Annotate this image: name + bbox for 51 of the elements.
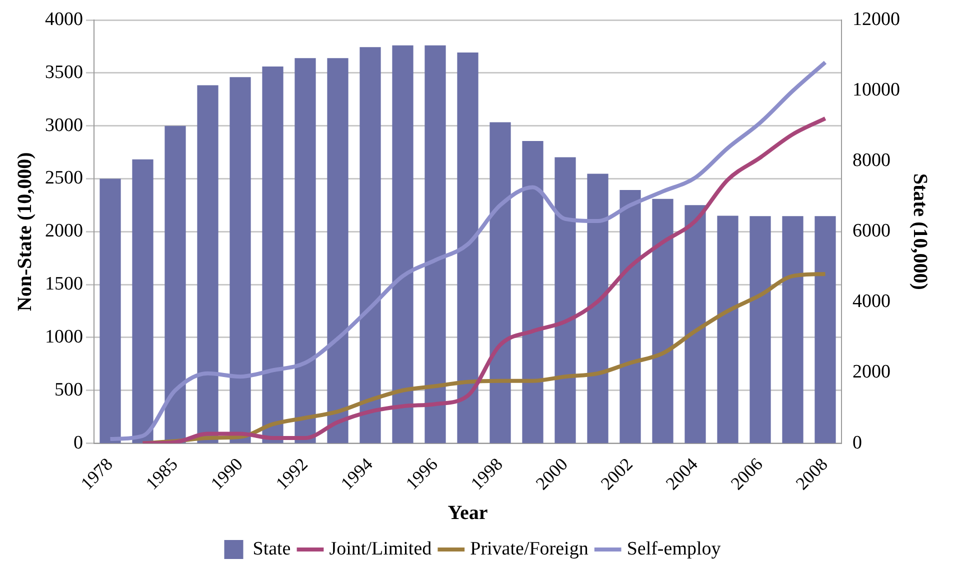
x-axis-title: Year [448, 502, 488, 524]
y-tick-label: 2500 [45, 168, 83, 189]
y-axis-title: Non-State (10,000) [14, 152, 36, 312]
x-tick-label: 1992 [272, 454, 312, 494]
y-tick-label: 1500 [45, 274, 83, 295]
bar [360, 47, 381, 444]
line-series [140, 272, 828, 444]
bar [490, 122, 511, 444]
bar [164, 126, 186, 444]
legend-label: State [252, 538, 291, 560]
y-tick-label: 0 [74, 432, 83, 454]
bar [717, 216, 738, 444]
y-tick-label: 1000 [45, 326, 83, 348]
line-series [108, 60, 828, 442]
legend-label: Joint/Limited [329, 538, 432, 560]
y-tick-label: 500 [54, 379, 83, 400]
y-tick-label: 2000 [45, 220, 83, 242]
legend-label: Self-employ [626, 538, 722, 560]
bar [132, 159, 154, 444]
y2-tick-label: 8000 [852, 150, 890, 172]
bar [684, 205, 706, 444]
bar [750, 216, 771, 444]
y-tick-label: 4000 [45, 8, 83, 30]
y-tick-label: 3500 [45, 62, 83, 83]
y2-tick-label: 6000 [852, 220, 890, 242]
bar [620, 190, 641, 444]
bar [294, 58, 316, 444]
y-tick-label: 3000 [45, 114, 83, 136]
bar [457, 52, 478, 444]
bar [262, 66, 284, 444]
bar [230, 77, 251, 444]
bar [652, 198, 674, 444]
bar [392, 45, 414, 444]
y2-axis-title: State (10,000) [908, 173, 931, 290]
bar [100, 178, 121, 444]
y2-tick-label: 4000 [852, 291, 890, 312]
bar [522, 140, 544, 444]
bar [587, 174, 608, 444]
y2-tick-label: 10000 [852, 80, 900, 101]
y2-tick-label: 12000 [852, 8, 900, 30]
bar [814, 216, 836, 444]
legend-label: Private/Foreign [470, 538, 589, 560]
x-tick-label: 1990 [206, 454, 246, 494]
bar [782, 216, 804, 444]
y2-tick-label: 2000 [852, 362, 890, 383]
bar [554, 157, 576, 444]
line-series [140, 116, 828, 444]
y2-tick-label: 0 [852, 432, 862, 454]
bar [424, 45, 446, 444]
bar [327, 58, 348, 444]
bar [197, 85, 218, 444]
